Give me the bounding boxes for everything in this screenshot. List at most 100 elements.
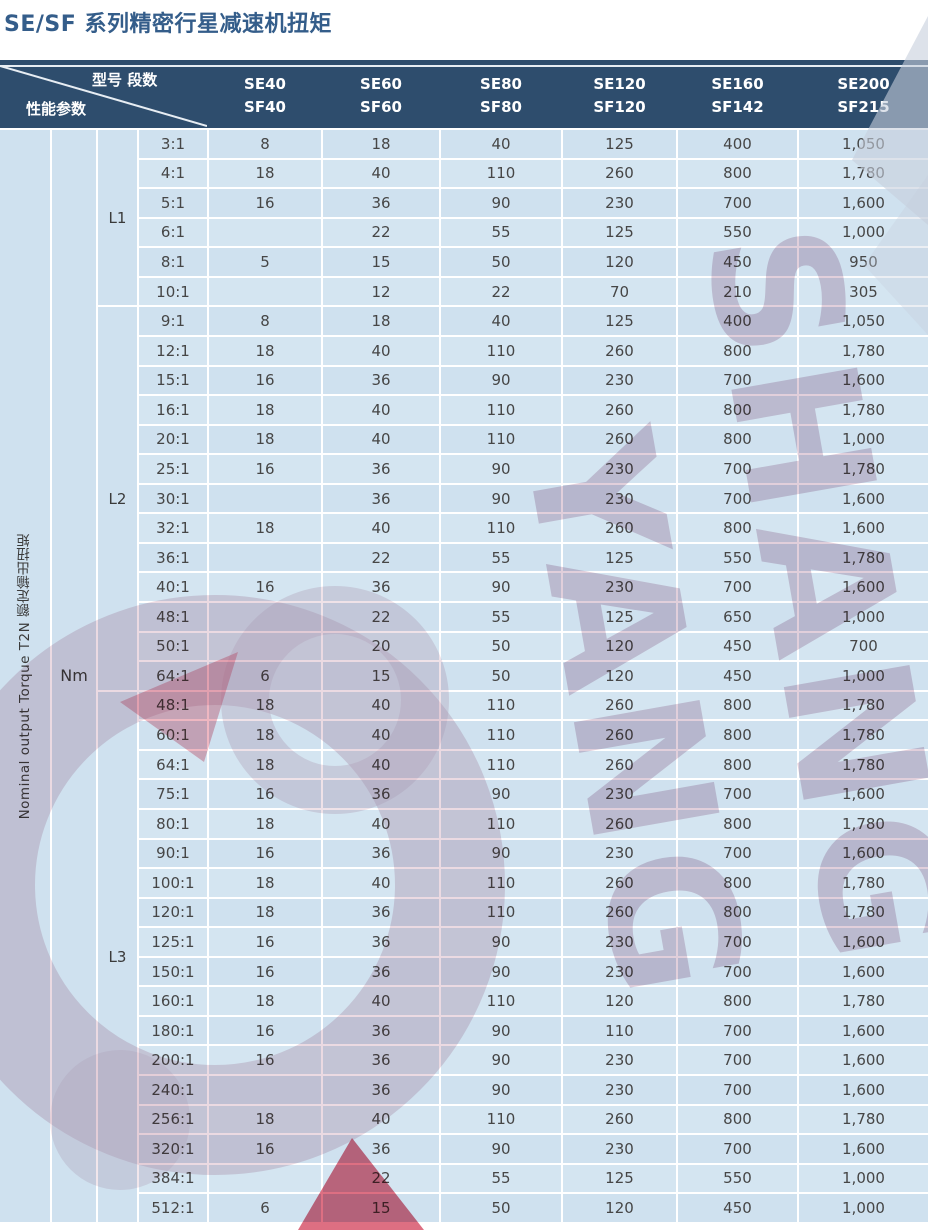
value-cell: 230 — [563, 957, 676, 986]
value-cell: 110 — [441, 987, 561, 1015]
value-cell: 230 — [563, 1135, 676, 1163]
value-cell: 1,780 — [799, 898, 928, 927]
ratio-cell: 5:1 — [139, 189, 207, 217]
value-cell: 16 — [209, 1046, 321, 1074]
model-code: SF120 — [593, 97, 646, 116]
ratio-cell: 4:1 — [139, 159, 207, 188]
model-code: SF40 — [244, 97, 286, 116]
ratio-cell: 25:1 — [139, 455, 207, 483]
value-cell: 18 — [209, 898, 321, 927]
value-cell: 1,600 — [799, 839, 928, 868]
value-cell: 700 — [799, 632, 928, 661]
value-cell: 210 — [678, 277, 797, 306]
value-cell: 18 — [209, 514, 321, 542]
value-cell: 22 — [323, 603, 439, 631]
value-cell: 550 — [678, 543, 797, 572]
value-cell: 1,600 — [799, 514, 928, 542]
value-cell: 40 — [323, 514, 439, 542]
value-cell: 260 — [563, 396, 676, 424]
value-cell: 1,000 — [799, 1194, 928, 1222]
value-cell: 550 — [678, 1164, 797, 1193]
value-cell: 16 — [209, 780, 321, 808]
value-cell: 230 — [563, 1076, 676, 1104]
column-header-se40: SE40 SF40 — [209, 60, 321, 128]
value-cell: 50 — [441, 662, 561, 690]
diagonal-divider-icon — [0, 65, 207, 127]
value-cell: 16 — [209, 957, 321, 986]
value-cell — [209, 632, 321, 661]
value-cell: 50 — [441, 632, 561, 661]
value-cell: 450 — [678, 248, 797, 276]
value-cell: 22 — [441, 277, 561, 306]
value-cell: 90 — [441, 957, 561, 986]
header-corner-cell: 型号 段数 性能参数 — [0, 60, 207, 128]
value-cell: 1,600 — [799, 573, 928, 601]
value-cell: 50 — [441, 248, 561, 276]
value-cell: 800 — [678, 1105, 797, 1134]
value-cell: 110 — [441, 898, 561, 927]
value-cell: 110 — [441, 396, 561, 424]
value-cell: 110 — [441, 336, 561, 365]
group-label-l2: L2 — [98, 307, 137, 690]
value-cell — [209, 277, 321, 306]
value-cell: 20 — [323, 632, 439, 661]
value-cell: 120 — [563, 632, 676, 661]
value-cell: 700 — [678, 1046, 797, 1074]
value-cell: 36 — [323, 839, 439, 868]
value-cell: 260 — [563, 809, 676, 838]
value-cell: 36 — [323, 484, 439, 513]
value-cell: 18 — [323, 307, 439, 335]
value-cell: 800 — [678, 869, 797, 897]
value-cell: 36 — [323, 1135, 439, 1163]
value-cell: 550 — [678, 218, 797, 247]
table-header: 型号 段数 性能参数 SE40 SF40 SE60 SF60 SE80 SF80 SE120… — [0, 60, 928, 128]
value-cell: 16 — [209, 455, 321, 483]
value-cell: 16 — [209, 1135, 321, 1163]
value-cell: 36 — [323, 1016, 439, 1045]
model-code: SE40 — [244, 75, 286, 93]
value-cell: 1,780 — [799, 721, 928, 749]
value-cell: 90 — [441, 1135, 561, 1163]
value-cell: 260 — [563, 898, 676, 927]
value-cell: 700 — [678, 189, 797, 217]
value-cell: 90 — [441, 573, 561, 601]
value-cell: 18 — [209, 809, 321, 838]
value-cell: 90 — [441, 366, 561, 395]
ratio-cell: 60:1 — [139, 721, 207, 749]
value-cell: 8 — [209, 307, 321, 335]
value-cell: 800 — [678, 396, 797, 424]
value-cell: 40 — [441, 307, 561, 335]
ratio-cell: 6:1 — [139, 218, 207, 247]
value-cell: 1,780 — [799, 750, 928, 779]
value-cell: 450 — [678, 1194, 797, 1222]
ratio-cell: 240:1 — [139, 1076, 207, 1104]
value-cell: 230 — [563, 839, 676, 868]
value-cell: 16 — [209, 366, 321, 395]
column-header-se120: SE120 SF120 — [563, 60, 676, 128]
value-cell: 40 — [323, 425, 439, 454]
value-cell: 450 — [678, 632, 797, 661]
value-cell: 40 — [323, 1105, 439, 1134]
value-cell: 1,780 — [799, 455, 928, 483]
torque-axis-label: Nominal output Torque T2N 额定输出扭矩 — [17, 532, 33, 820]
value-cell: 12 — [323, 277, 439, 306]
value-cell — [209, 543, 321, 572]
value-cell: 700 — [678, 839, 797, 868]
value-cell: 22 — [323, 543, 439, 572]
ratio-cell: 50:1 — [139, 632, 207, 661]
value-cell: 230 — [563, 1046, 676, 1074]
value-cell: 700 — [678, 484, 797, 513]
ratio-cell: 80:1 — [139, 809, 207, 838]
value-cell: 800 — [678, 425, 797, 454]
value-cell: 16 — [209, 189, 321, 217]
value-cell: 40 — [323, 869, 439, 897]
value-cell: 110 — [441, 691, 561, 720]
value-cell: 1,000 — [799, 425, 928, 454]
value-cell: 700 — [678, 957, 797, 986]
value-cell: 50 — [441, 1194, 561, 1222]
ratio-cell: 20:1 — [139, 425, 207, 454]
value-cell: 125 — [563, 130, 676, 158]
ratio-cell: 48:1 — [139, 691, 207, 720]
value-cell: 230 — [563, 366, 676, 395]
